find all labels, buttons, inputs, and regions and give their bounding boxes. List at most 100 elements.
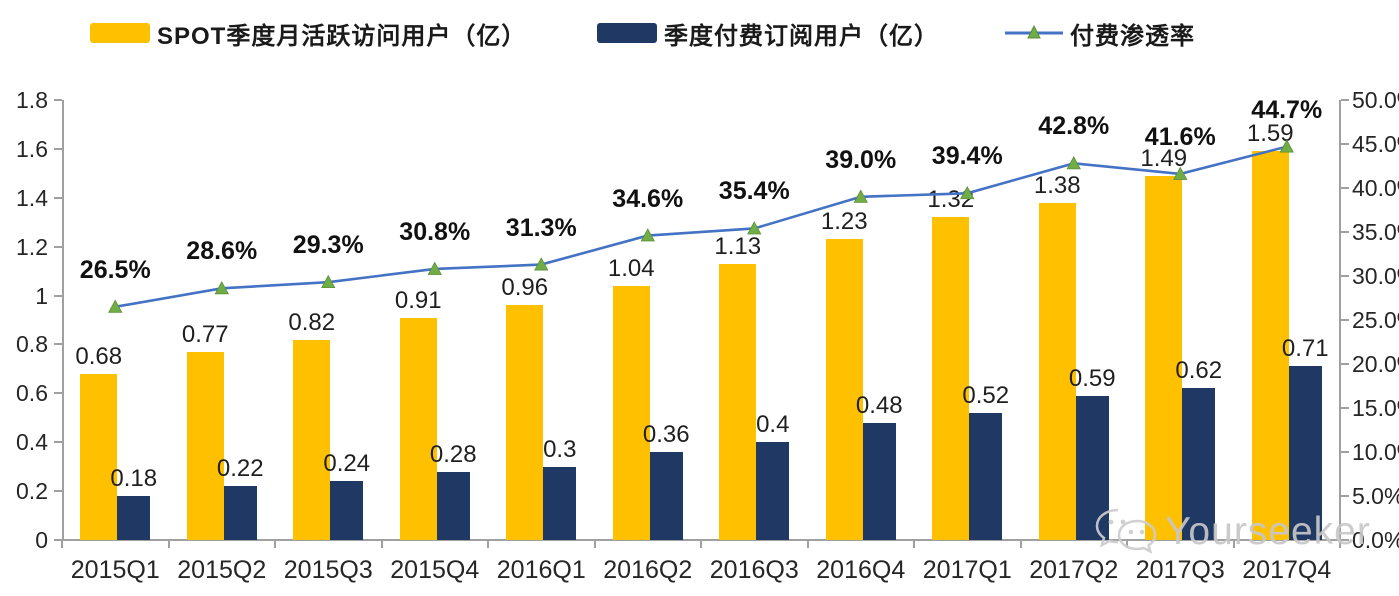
penetration-label: 29.3% — [292, 231, 364, 260]
bar-subs-2015Q4 — [436, 471, 470, 540]
x-axis-label: 2015Q2 — [177, 556, 267, 584]
trend-line — [115, 145, 1288, 309]
bar-mau-2016Q4 — [825, 239, 863, 540]
left-axis-label: 1.8 — [16, 87, 48, 113]
triangle-marker — [1279, 139, 1294, 153]
penetration-label: 39.0% — [825, 145, 897, 174]
right-axis-line — [1339, 100, 1341, 540]
left-axis-tick — [54, 490, 62, 493]
penetration-label: 31.3% — [505, 213, 577, 242]
bar-value-label: 0.28 — [429, 440, 477, 468]
bar-subs-2017Q3 — [1182, 388, 1216, 540]
right-axis-tick — [1341, 495, 1349, 497]
x-axis-label: 2016Q1 — [496, 556, 586, 584]
bar-value-label: 1.23 — [820, 208, 868, 236]
left-axis-tick — [54, 99, 62, 101]
penetration-label: 26.5% — [79, 255, 151, 284]
right-axis-tick — [1341, 407, 1349, 409]
triangle-marker — [321, 274, 336, 289]
penetration-label: 44.7% — [1251, 95, 1323, 124]
x-axis-label: 2017Q2 — [1029, 556, 1119, 584]
bar-subs-2016Q4 — [862, 422, 896, 540]
x-axis-tick — [1019, 540, 1022, 548]
bar-value-label: 0.52 — [962, 381, 1010, 409]
triangle-marker — [640, 228, 655, 242]
x-axis-label: 2017Q3 — [1135, 556, 1225, 584]
right-axis-tick — [1341, 451, 1349, 453]
x-axis-label: 2017Q4 — [1242, 556, 1332, 584]
x-axis-line — [62, 539, 1342, 541]
left-axis-tick — [54, 539, 62, 541]
bar-value-label: 0.36 — [642, 421, 690, 448]
left-axis-tick — [54, 343, 62, 346]
triangle-marker — [534, 257, 549, 271]
x-axis-tick — [61, 540, 63, 548]
triangle-marker — [747, 221, 762, 235]
right-axis-label: 50.0% — [1352, 87, 1399, 113]
bar-value-label: 0.24 — [323, 450, 371, 478]
bar-mau-2017Q2 — [1038, 202, 1076, 540]
x-axis-tick — [1339, 540, 1341, 548]
bar-subs-2016Q2 — [649, 452, 683, 540]
bar-value-label: 0.71 — [1281, 335, 1329, 363]
right-axis-label: 25.0% — [1352, 307, 1399, 333]
x-axis-tick — [274, 540, 276, 548]
bar-value-label: 1.04 — [607, 254, 655, 282]
x-axis-tick — [1126, 540, 1128, 548]
bar-value-label: 0.82 — [288, 308, 336, 336]
x-axis-label: 2015Q3 — [283, 556, 373, 584]
bar-value-label: 0.96 — [501, 274, 549, 302]
bar-mau-2017Q1 — [932, 217, 970, 540]
penetration-label: 41.6% — [1144, 122, 1216, 151]
x-axis-tick — [593, 540, 596, 548]
bar-value-label: 0.91 — [394, 286, 442, 314]
right-axis-label: 5.0% — [1352, 483, 1399, 509]
right-axis-tick — [1341, 275, 1349, 277]
triangle-marker — [1066, 156, 1081, 170]
left-axis-tick — [54, 294, 62, 297]
x-axis-label: 2015Q1 — [70, 556, 160, 584]
left-axis-label: 0.8 — [16, 331, 48, 358]
bar-value-label: 0.22 — [216, 455, 264, 483]
left-axis-label: 1.2 — [16, 233, 48, 260]
legend-line-marker-icon — [1005, 23, 1063, 43]
right-axis-label: 10.0% — [1352, 439, 1399, 465]
x-axis-tick — [380, 540, 383, 548]
left-axis-label: 0 — [35, 527, 48, 553]
bar-value-label: 1.38 — [1033, 171, 1081, 199]
left-axis-tick — [54, 392, 62, 395]
right-axis-tick — [1341, 143, 1349, 145]
bar-value-label: 0.68 — [75, 342, 123, 370]
triangle-marker — [853, 189, 868, 203]
triangle-marker — [214, 280, 229, 295]
right-axis-label: 30.0% — [1352, 263, 1399, 289]
left-axis-label: 1.6 — [16, 135, 48, 162]
bar-subs-2015Q2 — [223, 486, 257, 540]
x-axis-tick — [1232, 540, 1235, 548]
triangle-marker — [108, 299, 123, 313]
right-axis-tick — [1341, 539, 1349, 541]
right-axis-tick — [1341, 187, 1349, 189]
bar-mau-2015Q1 — [80, 373, 118, 540]
legend-item-mau: SPOT季度月活跃访问用户（亿） — [90, 18, 526, 50]
bar-value-label: 0.77 — [181, 320, 229, 348]
bar-mau-2016Q1 — [506, 305, 544, 540]
bar-value-label: 0.59 — [1068, 364, 1116, 392]
bar-value-label: 1.13 — [714, 232, 762, 260]
left-axis-tick — [54, 441, 62, 444]
bar-mau-2015Q3 — [293, 339, 331, 540]
watermark: Yourseeker — [1093, 506, 1371, 558]
right-axis-tick — [1341, 231, 1349, 233]
bar-subs-2017Q4 — [1288, 366, 1322, 540]
legend-item-subs: 季度付费订阅用户（亿） — [597, 18, 939, 50]
bar-value-label: 0.18 — [110, 465, 158, 492]
penetration-label: 30.8% — [399, 217, 471, 246]
triangle-marker — [960, 185, 975, 200]
x-axis-tick — [167, 540, 170, 548]
x-axis-tick — [700, 540, 702, 548]
legend-label-subs: 季度付费订阅用户（亿） — [664, 22, 939, 50]
x-axis-tick — [487, 540, 489, 548]
right-axis-tick — [1341, 99, 1349, 101]
